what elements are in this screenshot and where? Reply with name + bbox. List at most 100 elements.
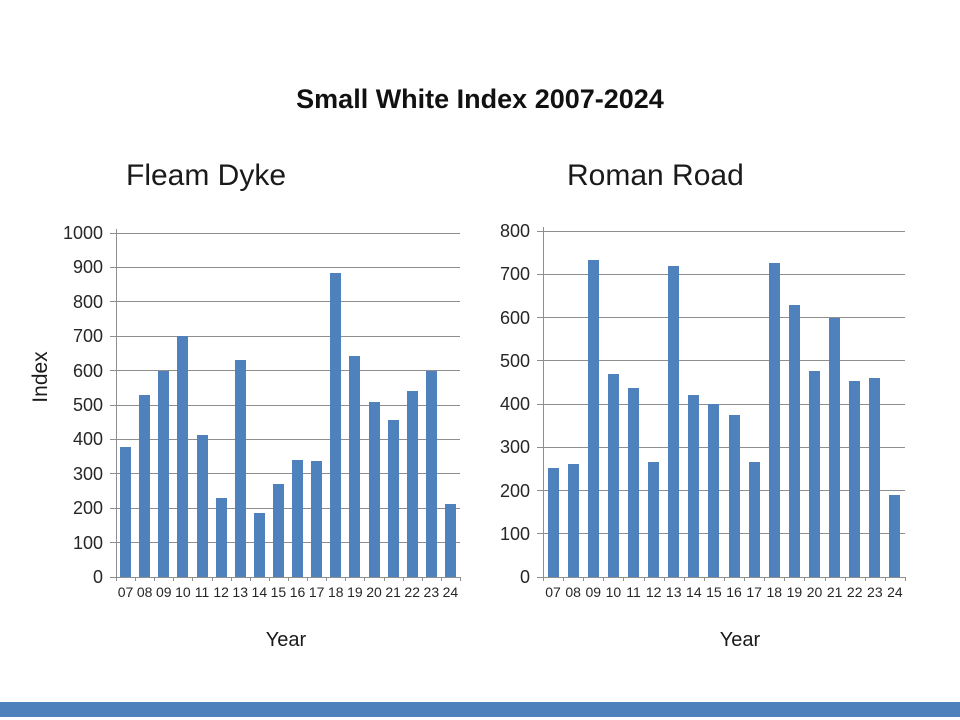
x-axis-tick [784, 577, 786, 581]
x-axis-tick [154, 577, 156, 581]
x-axis-tick [683, 577, 685, 581]
x-tick-label: 18 [327, 584, 344, 600]
x-axis-tick [135, 577, 137, 581]
x-axis-tick [583, 577, 585, 581]
y-tick-label: 400 [72, 429, 103, 450]
x-tick-label: 10 [175, 584, 191, 600]
chart-title-fleam-dyke: Fleam Dyke [126, 159, 287, 192]
bar-24 [889, 494, 901, 577]
x-tick-label: 22 [404, 584, 420, 600]
x-axis-tick [307, 577, 309, 581]
x-axis-tick [724, 577, 725, 581]
bar-19 [788, 305, 800, 577]
y-axis-line [543, 227, 544, 581]
gridline [110, 232, 460, 234]
x-tick-label: 20 [806, 584, 823, 600]
y-tick-label: 0 [519, 567, 530, 587]
x-axis-tick [603, 577, 605, 581]
x-axis-tick [824, 577, 826, 581]
x-axis-tick [643, 577, 645, 581]
x-tick-label: 12 [645, 584, 662, 600]
x-axis-tick [744, 577, 746, 581]
x-tick-label: 18 [766, 584, 783, 600]
bar-10 [607, 374, 619, 577]
x-axis-tick [440, 577, 442, 581]
x-tick-label: 10 [605, 584, 622, 600]
y-tick-label: 800 [72, 291, 103, 312]
x-axis-tick [460, 577, 461, 581]
x-axis-tick [326, 577, 328, 581]
gridline [537, 533, 905, 535]
bar-13 [234, 360, 246, 577]
bar-07 [120, 446, 132, 577]
bar-11 [628, 387, 639, 577]
x-axis-tick [884, 577, 886, 581]
bar-17 [311, 461, 323, 577]
x-axis-tick [230, 577, 232, 581]
gridline [537, 273, 905, 275]
gridline [110, 404, 460, 406]
x-axis-tick [844, 577, 846, 581]
x-tick-label: 11 [626, 584, 641, 600]
bar-18 [768, 263, 780, 577]
x-axis-tick [116, 577, 117, 581]
bar-22 [406, 390, 418, 577]
y-tick-label: 300 [72, 463, 103, 484]
bar-12 [648, 461, 660, 577]
x-tick-label: 13 [232, 584, 248, 600]
y-tick-label: 700 [72, 326, 103, 347]
y-tick-label: 700 [499, 264, 530, 285]
x-tick-label: 23 [867, 584, 883, 600]
gridline [537, 490, 905, 491]
bar-12 [215, 497, 227, 577]
x-axis-tick [288, 577, 289, 581]
gridline [110, 335, 460, 337]
bar-15 [708, 404, 720, 577]
y-tick-label: 100 [72, 532, 103, 553]
x-axis-title-left: Year [265, 629, 307, 651]
y-tick-label: 600 [499, 307, 530, 328]
bar-09 [158, 370, 170, 577]
x-tick-label: 14 [251, 584, 268, 600]
x-axis-tick [421, 577, 423, 581]
bar-23 [425, 370, 437, 577]
x-axis-tick [703, 577, 705, 581]
x-axis-tick [364, 577, 366, 581]
bar-11 [196, 434, 208, 577]
y-tick-label: 600 [72, 360, 103, 381]
x-tick-label: 16 [289, 584, 306, 600]
x-axis-tick [173, 577, 175, 581]
bar-08 [139, 394, 151, 577]
roman-road-plot-area: 0 100 200 300 400 500 600 700 800 07 08 09 10 11 12 13 1… [500, 221, 906, 600]
x-axis-tick [543, 577, 544, 581]
x-axis-tick [905, 577, 906, 581]
x-tick-label: 09 [155, 584, 172, 600]
bar-16 [292, 460, 304, 577]
bar-22 [849, 381, 861, 577]
gridline [537, 317, 905, 318]
bar-14 [253, 513, 265, 577]
x-tick-label: 17 [746, 584, 762, 600]
x-tick-label: 21 [826, 584, 843, 600]
x-axis-tick [663, 577, 665, 581]
gridline [110, 266, 460, 268]
y-axis-title: Index [29, 351, 52, 403]
bar-20 [368, 401, 380, 577]
gridline [110, 542, 460, 544]
x-tick-label: 24 [887, 584, 903, 600]
x-axis-tick [864, 577, 866, 581]
y-tick-label: 200 [72, 498, 103, 519]
x-tick-label: 22 [846, 584, 863, 600]
bar-21 [387, 420, 399, 577]
x-tick-label: 08 [136, 584, 153, 600]
x-tick-label: 07 [117, 584, 134, 600]
bar-13 [668, 266, 680, 577]
x-tick-label: 19 [786, 584, 803, 600]
x-tick-label: 12 [213, 584, 229, 600]
x-axis-tick [402, 577, 404, 581]
x-tick-label: 20 [366, 584, 382, 600]
bar-10 [177, 336, 189, 577]
bar-23 [869, 378, 881, 577]
x-axis-tick [192, 577, 194, 581]
